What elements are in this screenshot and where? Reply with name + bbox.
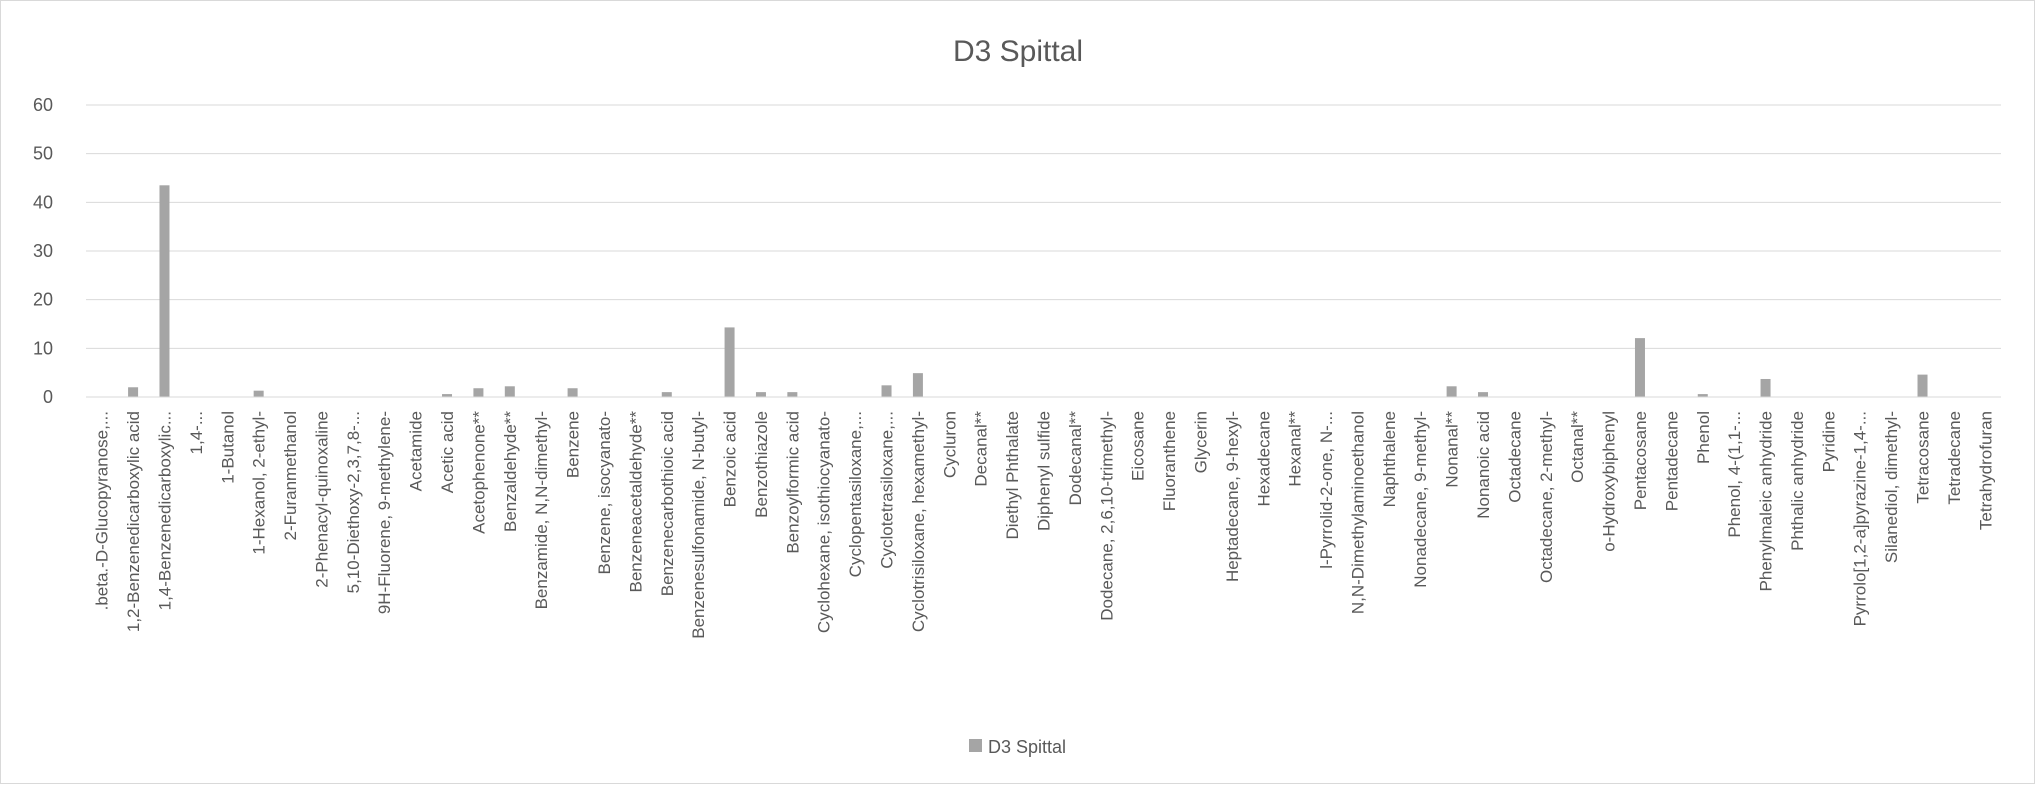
x-tick-label: 1-Butanol xyxy=(218,411,237,484)
bar xyxy=(881,385,892,397)
x-tick-label: Acetic acid xyxy=(438,411,457,493)
x-tick-label: Octadecane, 2-methyl- xyxy=(1537,411,1556,583)
x-tick-label: Fluoranthene xyxy=(1160,411,1179,511)
x-tick-label: 1,4-... xyxy=(187,411,206,454)
bars xyxy=(128,185,1928,397)
bar xyxy=(724,327,735,397)
legend-swatch xyxy=(969,739,982,752)
x-tick-label: Acetophenone** xyxy=(469,411,488,534)
bar xyxy=(661,392,672,397)
x-tick-label: Benzene, isocyanato- xyxy=(595,411,614,575)
x-tick-label: 1-Hexanol, 2-ethyl- xyxy=(250,411,269,555)
x-tick-label: Diethyl Phthalate xyxy=(1003,411,1022,540)
x-tick-label: Cycluron xyxy=(940,411,959,478)
x-tick-label: Tetracosane xyxy=(1914,411,1933,504)
y-axis-ticks: 0 10 20 30 40 50 60 xyxy=(33,95,53,407)
bar xyxy=(1634,338,1645,397)
bar xyxy=(567,388,578,397)
bar xyxy=(253,390,264,397)
bar xyxy=(128,387,139,397)
x-tick-label: l-Pyrrolid-2-one, N-... xyxy=(1317,411,1336,569)
x-tick-label: 2-Furanmethanol xyxy=(281,411,300,540)
x-tick-label: 9H-Fluorene, 9-methylene- xyxy=(375,411,394,614)
x-tick-label: 5,10-Diethoxy-2,3,7,8-... xyxy=(344,411,363,593)
y-tick-label: 50 xyxy=(33,144,53,164)
bar xyxy=(755,392,766,397)
x-tick-label: 1,2-Benzenedicarboxylic acid xyxy=(124,411,143,632)
bar xyxy=(1760,378,1771,397)
bar xyxy=(1697,394,1708,397)
x-tick-label: Benzoic acid xyxy=(721,411,740,507)
y-tick-label: 0 xyxy=(43,387,53,407)
x-tick-label: Diphenyl sulfide xyxy=(1035,411,1054,531)
bar xyxy=(473,388,484,397)
x-tick-label: Benzamide, N,N-dimethyl- xyxy=(532,411,551,609)
y-tick-label: 10 xyxy=(33,338,53,358)
x-tick-label: Hexadecane xyxy=(1254,411,1273,506)
y-tick-label: 60 xyxy=(33,95,53,115)
x-tick-label: Benzoylformic acid xyxy=(783,411,802,554)
x-tick-label: Nonadecane, 9-methyl- xyxy=(1411,411,1430,588)
x-tick-label: .beta.-D-Glucopyranose,... xyxy=(93,411,112,610)
x-tick-label: Naphthalene xyxy=(1380,411,1399,507)
x-tick-label: Dodecane, 2,6,10-trimethyl- xyxy=(1097,411,1116,621)
x-tick-label: N,N-Dimethylaminoethanol xyxy=(1348,411,1367,614)
x-tick-label: Tetradecane xyxy=(1945,411,1964,505)
bar xyxy=(442,394,453,397)
x-tick-label: Heptadecane, 9-hexyl- xyxy=(1223,411,1242,582)
x-tick-label: 2-Phenacyl-quinoxaline xyxy=(312,411,331,588)
x-tick-label: Tetrahydrofuran xyxy=(1976,411,1995,530)
x-axis-labels: .beta.-D-Glucopyranose,... 1,2-Benzenedic… xyxy=(93,411,1996,639)
x-tick-label: Acetamide xyxy=(407,411,426,491)
x-tick-label: Benzene xyxy=(564,411,583,478)
x-tick-label: Cyclohexane, isothiocyanato- xyxy=(815,411,834,633)
legend: D3 Spittal xyxy=(969,737,1066,757)
x-tick-label: Nonanoic acid xyxy=(1474,411,1493,519)
x-tick-label: Benzeneacetaldehyde** xyxy=(626,411,645,593)
x-tick-label: Phenol, 4-(1,1-... xyxy=(1725,411,1744,538)
x-tick-label: Phenylmaleic anhydride xyxy=(1757,411,1776,592)
y-tick-label: 40 xyxy=(33,192,53,212)
x-tick-label: Eicosane xyxy=(1129,411,1148,481)
y-tick-label: 20 xyxy=(33,290,53,310)
gridlines xyxy=(86,104,2001,349)
x-tick-label: Benzaldehyde** xyxy=(501,411,520,532)
x-tick-label: Benzenesulfonamide, N-butyl- xyxy=(689,411,708,639)
x-tick-label: Pyridine xyxy=(1819,411,1838,472)
bar xyxy=(912,373,923,397)
x-tick-label: Hexanal** xyxy=(1286,411,1305,487)
x-tick-label: Cyclopentasiloxane,... xyxy=(846,411,865,577)
x-tick-label: Glycerin xyxy=(1191,411,1210,473)
legend-label: D3 Spittal xyxy=(988,737,1066,757)
x-tick-label: Nonanal** xyxy=(1443,411,1462,488)
x-tick-label: 1,4-Benzenedicarboxylic... xyxy=(155,411,174,610)
x-tick-label: Pentadecane xyxy=(1662,411,1681,511)
bar xyxy=(504,386,515,397)
x-tick-label: Octadecane xyxy=(1505,411,1524,503)
x-tick-label: Benzenecarbothioic acid xyxy=(658,411,677,596)
x-tick-label: Cyclotrisiloxane, hexamethyl- xyxy=(909,411,928,632)
x-tick-label: o-Hydroxybiphenyl xyxy=(1600,411,1619,552)
bar xyxy=(159,185,170,397)
x-tick-label: Cyclotetrasiloxane,... xyxy=(878,411,897,569)
bar xyxy=(1917,374,1928,397)
x-tick-label: Pentacosane xyxy=(1631,411,1650,510)
x-tick-label: Silanediol, dimethyl- xyxy=(1882,411,1901,563)
bar xyxy=(1446,386,1457,397)
x-tick-label: Decanal** xyxy=(972,411,991,487)
bar xyxy=(787,392,798,397)
chart-title: D3 Spittal xyxy=(953,35,1083,68)
bar xyxy=(1478,392,1489,397)
x-tick-label: Benzothiazole xyxy=(752,411,771,518)
y-tick-label: 30 xyxy=(33,241,53,261)
x-tick-label: Pyrrolo[1,2-a]pyrazine-1,4-... xyxy=(1851,411,1870,626)
x-tick-label: Dodecanal** xyxy=(1066,411,1085,506)
x-tick-label: Octanal** xyxy=(1568,411,1587,483)
x-tick-label: Phenol xyxy=(1694,411,1713,464)
x-tick-label: Phthalic anhydride xyxy=(1788,411,1807,551)
